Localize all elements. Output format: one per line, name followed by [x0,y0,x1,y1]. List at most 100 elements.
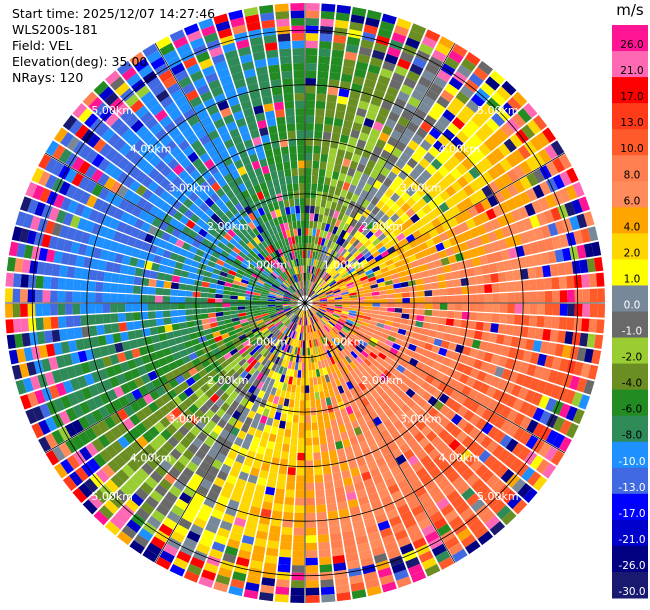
range-gate [424,290,433,297]
range-gate [412,56,427,69]
range-gate [305,258,308,266]
range-gate [448,50,464,64]
range-gate [321,271,327,279]
range-gate [451,180,463,193]
range-gate [327,303,335,305]
range-gate [341,293,350,298]
range-gate [305,85,316,94]
range-gate [328,249,335,258]
range-gate [327,296,335,300]
range-gate [333,252,341,261]
range-gate [325,200,332,209]
range-gate [404,175,416,186]
range-gate [331,271,339,278]
range-gate [545,193,557,209]
range-gate [347,255,356,263]
range-gate [354,114,365,125]
range-gate [486,97,501,112]
range-gate [497,215,508,228]
range-gate [427,176,439,188]
range-gate [543,209,555,224]
range-gate [338,267,346,275]
range-gate [400,84,414,96]
range-gate [337,246,345,255]
range-gate [340,165,349,175]
range-gate [312,298,320,302]
range-gate [432,102,446,115]
range-gate [320,237,326,246]
range-gate [427,199,439,211]
range-gate [415,278,424,286]
range-gate [364,292,373,297]
range-gate [355,287,364,292]
range-gate [432,170,444,183]
range-gate [473,266,483,276]
range-gate [346,281,354,287]
range-gate [597,288,605,303]
range-gate [576,244,587,259]
range-gate [475,175,488,189]
range-gate [312,160,320,169]
range-gate [420,169,432,181]
range-gate [437,213,448,224]
range-gate [342,119,353,129]
range-gate [437,273,446,282]
range-gate [361,262,370,270]
range-gate [494,228,505,240]
range-gate [430,158,443,170]
range-gate [468,276,477,286]
range-gate [316,252,322,261]
range-gate [359,93,372,104]
range-gate [496,86,512,101]
range-gate [310,293,317,299]
range-gate [355,241,364,250]
range-gate [444,172,457,185]
range-gate [356,163,366,173]
range-gate [305,63,317,71]
range-gate [357,233,366,242]
range-gate [476,284,485,294]
range-gate [319,299,328,302]
range-gate [528,279,538,291]
range-gate [536,278,545,291]
range-gate [319,40,332,50]
range-gate [379,20,395,32]
range-gate [416,284,425,291]
range-gate [469,294,478,303]
range-gate [340,248,348,257]
range-gate [413,163,426,175]
range-gate [558,317,568,330]
range-gate [459,85,475,99]
range-gate [334,297,343,300]
range-gate [467,206,479,218]
range-gate [325,109,335,118]
colorbar-tick-label: 21.0 [620,65,643,77]
range-gate [352,239,361,248]
range-gate [499,303,508,313]
range-gate [347,267,356,275]
range-gate [522,291,530,303]
range-gate [453,149,467,162]
range-gate [429,275,439,283]
range-gate [450,193,462,205]
range-gate [539,252,550,265]
range-gate [432,303,440,310]
range-gate [351,275,360,282]
range-gate [354,221,363,231]
range-gate [501,225,512,238]
range-gate [519,160,532,175]
range-gate [447,254,457,264]
range-gate [381,125,393,136]
range-gate [445,280,455,288]
range-gate [366,9,382,21]
range-gate [328,147,338,157]
range-gate [469,285,478,294]
range-gate [335,236,343,245]
range-gate [357,179,366,190]
range-gate [332,272,340,280]
range-gate [571,260,581,274]
range-gate [384,218,394,228]
range-gate [569,215,581,231]
range-gate [469,133,483,147]
range-gate [565,184,578,201]
